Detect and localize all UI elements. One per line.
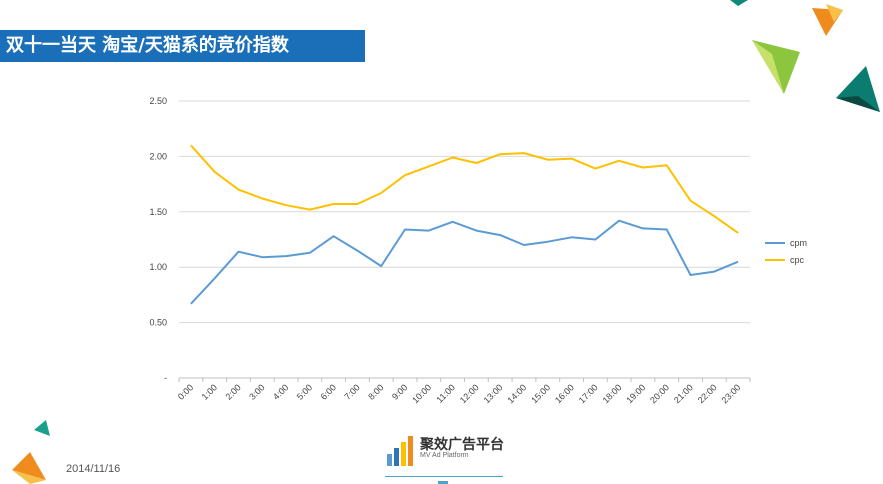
x-tick-label: 9:00 [390, 382, 409, 401]
x-tick-label: 3:00 [247, 382, 266, 401]
x-tick-label: 13:00 [482, 382, 505, 405]
y-tick-label: 1.50 [149, 207, 167, 217]
x-tick-label: 2:00 [223, 382, 242, 401]
footer-indicator [438, 481, 448, 484]
x-tick-label: 21:00 [672, 382, 695, 405]
x-tick-label: 4:00 [271, 382, 290, 401]
legend-label-cpm: cpm [790, 238, 807, 248]
x-tick-label: 22:00 [696, 382, 719, 405]
x-tick-label: 11:00 [434, 382, 457, 405]
x-tick-label: 0:00 [176, 382, 195, 401]
y-tick-label: 2.00 [149, 151, 167, 161]
x-tick-label: 14:00 [505, 382, 528, 405]
x-tick-label: 12:00 [458, 382, 481, 405]
x-tick-label: 15:00 [529, 382, 552, 405]
y-tick-label: - [164, 373, 167, 383]
y-tick-label: 0.50 [149, 318, 167, 328]
y-tick-label: 1.00 [149, 262, 167, 272]
x-tick-label: 19:00 [624, 382, 647, 405]
x-tick-label: 17:00 [577, 382, 600, 405]
x-tick-label: 7:00 [342, 382, 361, 401]
x-tick-label: 18:00 [601, 382, 624, 405]
x-tick-label: 16:00 [553, 382, 576, 405]
x-tick-label: 1:00 [200, 382, 219, 401]
series-line-cpm [190, 219, 739, 305]
logo-subtitle: MV Ad Platform [420, 452, 469, 459]
y-tick-label: 2.50 [149, 96, 167, 106]
x-tick-label: 20:00 [648, 382, 671, 405]
x-tick-label: 10:00 [410, 382, 433, 405]
footer-divider [385, 476, 503, 477]
series-line-cpc [190, 144, 739, 234]
footer-date: 2014/11/16 [66, 463, 121, 475]
legend-label-cpc: cpc [790, 255, 805, 265]
x-tick-label: 5:00 [295, 382, 314, 401]
x-tick-label: 6:00 [319, 382, 338, 401]
x-tick-label: 23:00 [720, 382, 743, 405]
logo-name: 聚效广告平台 [420, 437, 504, 453]
logo-icon [387, 436, 413, 466]
page-title: 双十一当天 淘宝/天猫系的竞价指数 [0, 30, 365, 62]
x-tick-label: 8:00 [366, 382, 385, 401]
